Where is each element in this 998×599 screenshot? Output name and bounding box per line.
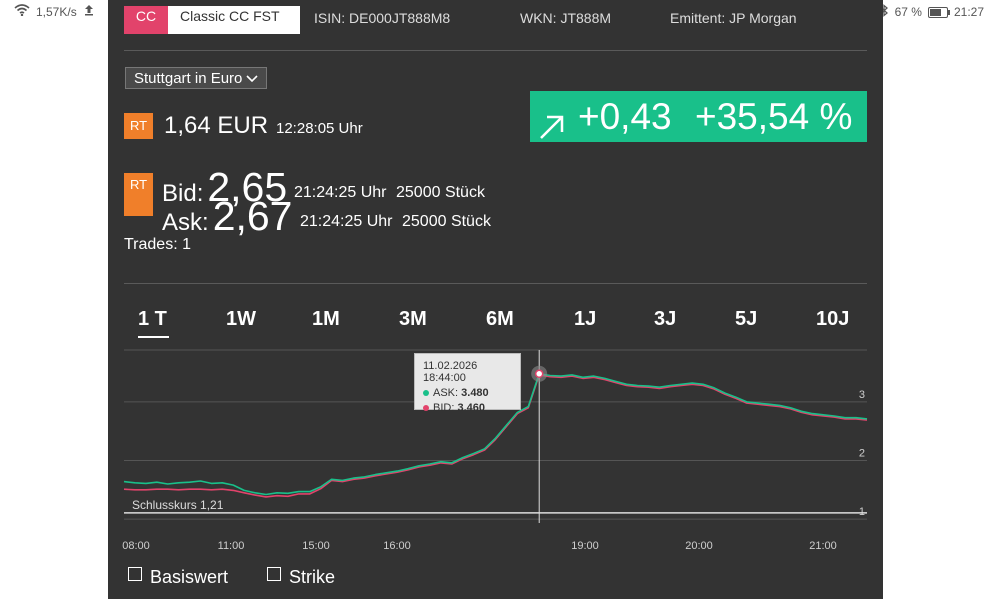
basiswert-label: Basiswert bbox=[150, 567, 229, 587]
reference-label: Schlusskurs 1,21 bbox=[132, 498, 224, 512]
status-right: 67 % 21:27 bbox=[879, 4, 984, 20]
chart-cursor bbox=[531, 350, 548, 523]
tab-3j[interactable]: 3J bbox=[654, 308, 677, 330]
chevron-down-icon bbox=[246, 68, 258, 97]
bid-size: 25000 Stück bbox=[396, 184, 485, 201]
network-speed: 1,57K/s bbox=[36, 4, 77, 19]
active-tab-indicator bbox=[138, 336, 169, 338]
bid-dot-icon bbox=[423, 405, 429, 412]
tooltip-bid-value: 3.460 bbox=[457, 402, 485, 414]
change-absolute: +0,43 bbox=[578, 96, 672, 137]
x-tick-label: 16:00 bbox=[383, 540, 411, 552]
bid-time: 21:24:25 Uhr bbox=[294, 184, 387, 201]
ask-size: 25000 Stück bbox=[402, 213, 491, 230]
basiswert-checkbox[interactable]: Basiswert bbox=[128, 566, 229, 588]
divider bbox=[124, 283, 867, 284]
trades-count: Trades: 1 bbox=[124, 236, 191, 253]
x-tick-label: 19:00 bbox=[571, 540, 599, 552]
price-chart[interactable]: 123 Schlusskurs 1,21 08:0011:0015:0016:0… bbox=[108, 345, 883, 560]
tab-1t[interactable]: 1 T bbox=[138, 308, 167, 330]
tab-1w[interactable]: 1W bbox=[226, 308, 256, 330]
battery-icon bbox=[927, 6, 950, 18]
ask-dot-icon bbox=[423, 390, 429, 397]
x-tick-label: 11:00 bbox=[218, 540, 245, 552]
ask-row: Ask:2,67 bbox=[162, 193, 293, 240]
wkn-label: WKN: JT888M bbox=[520, 10, 612, 26]
battery-percent: 67 % bbox=[894, 5, 922, 19]
isin-label: ISIN: DE000JT888M8 bbox=[314, 10, 451, 26]
strike-checkbox[interactable]: Strike bbox=[267, 566, 336, 588]
tab-1m[interactable]: 1M bbox=[312, 308, 340, 330]
chart-lines bbox=[123, 372, 868, 498]
ask-label: Ask: bbox=[162, 209, 209, 236]
change-badge: +0,43 +35,54 % bbox=[530, 91, 867, 142]
ask-value: 2,67 bbox=[212, 193, 293, 239]
x-tick-label: 21:00 bbox=[809, 540, 837, 552]
bid-row: Bid:2,65 bbox=[162, 164, 287, 211]
x-tick-label: 20:00 bbox=[685, 540, 713, 552]
tooltip-datetime: 11.02.2026 18:44:00 bbox=[423, 360, 478, 384]
tooltip-bid: BID: 3.460 bbox=[423, 402, 512, 414]
tab-1j[interactable]: 1J bbox=[574, 308, 597, 330]
series-line-ask bbox=[123, 372, 868, 496]
x-tick-label: 15:00 bbox=[302, 540, 330, 552]
tab-5j[interactable]: 5J bbox=[735, 308, 758, 330]
battery-level bbox=[929, 8, 941, 16]
tooltip-ask-label: ASK: bbox=[433, 387, 459, 399]
last-price: 1,64 EUR bbox=[164, 112, 269, 139]
arrow-up-right-icon bbox=[538, 103, 566, 154]
strike-label: Strike bbox=[289, 567, 336, 587]
product-tag: CC bbox=[124, 6, 168, 34]
bid-value: 2,65 bbox=[207, 164, 288, 210]
tab-3m[interactable]: 3M bbox=[399, 308, 427, 330]
series-line-bid bbox=[123, 374, 868, 498]
chart-tooltip: 11.02.2026 18:44:00 ASK: 3.480 BID: 3.46… bbox=[414, 353, 521, 414]
tooltip-bid-label: BID: bbox=[433, 402, 455, 414]
checkbox-icon bbox=[267, 566, 281, 581]
checkbox-icon bbox=[128, 566, 142, 581]
exchange-select-value: Stuttgart in Euro bbox=[134, 70, 243, 87]
reference-line-group: Schlusskurs 1,21 bbox=[124, 498, 867, 514]
bluetooth-icon bbox=[879, 4, 889, 20]
divider bbox=[124, 50, 867, 51]
status-left: 1,57K/s bbox=[14, 4, 95, 19]
product-header: CC Classic CC FST ISIN: DE000JT888M8 WKN… bbox=[108, 0, 883, 36]
bid-label: Bid: bbox=[162, 180, 204, 207]
x-axis: 08:00 11:00 15:00 16:00 19:00 20:00 21:00 bbox=[122, 540, 837, 552]
tab-10j[interactable]: 10J bbox=[816, 308, 850, 330]
realtime-badge-bidask: RT bbox=[124, 173, 153, 216]
x-tick-label: 08:00 bbox=[122, 540, 150, 552]
upload-icon bbox=[83, 4, 95, 19]
realtime-badge: RT bbox=[124, 113, 153, 139]
clock: 21:27 bbox=[953, 5, 984, 19]
quote-panel: CC Classic CC FST ISIN: DE000JT888M8 WKN… bbox=[108, 0, 883, 599]
issuer-label: Emittent: JP Morgan bbox=[670, 10, 797, 26]
wifi-icon bbox=[14, 4, 30, 19]
product-type-label: Classic CC FST bbox=[168, 6, 300, 34]
ask-time: 21:24:25 Uhr bbox=[300, 213, 393, 230]
tooltip-ask-value: 3.480 bbox=[461, 387, 489, 399]
tab-6m[interactable]: 6M bbox=[486, 308, 514, 330]
y-tick-label: 3 bbox=[859, 389, 865, 401]
y-tick-label: 2 bbox=[859, 448, 865, 460]
last-price-time: 12:28:05 Uhr bbox=[276, 120, 363, 137]
change-percent: +35,54 % bbox=[695, 96, 853, 137]
tooltip-ask: ASK: 3.480 bbox=[423, 387, 512, 399]
exchange-select[interactable]: Stuttgart in Euro bbox=[125, 67, 267, 89]
cursor-point bbox=[534, 369, 544, 379]
